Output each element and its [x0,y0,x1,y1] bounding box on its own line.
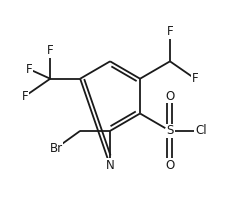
Text: F: F [166,25,173,38]
Text: S: S [166,124,173,137]
Text: F: F [26,63,32,76]
Text: F: F [47,44,53,57]
Text: Cl: Cl [194,124,206,137]
Text: Br: Br [49,142,62,155]
Text: F: F [22,90,28,103]
Text: O: O [165,159,174,172]
Text: O: O [165,90,174,103]
Text: F: F [191,72,198,85]
Text: N: N [105,159,114,172]
